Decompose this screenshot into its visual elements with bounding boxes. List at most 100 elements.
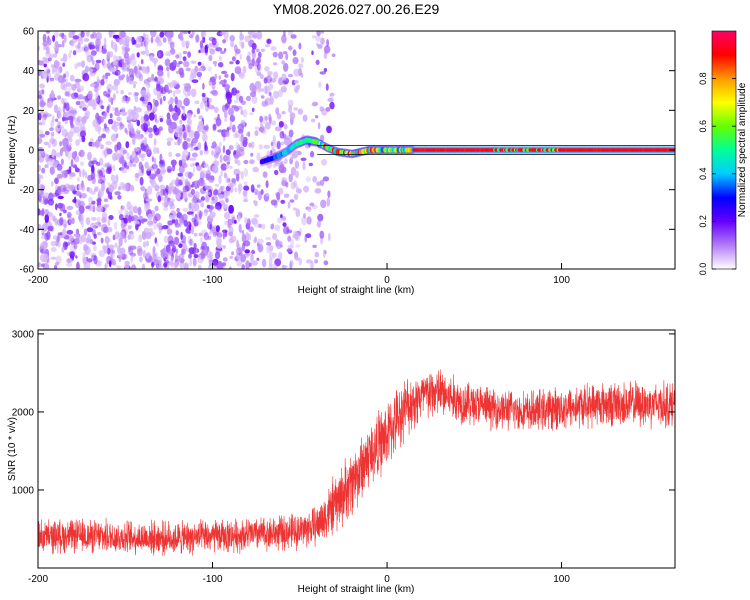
heatmap-noise-cell: [286, 139, 293, 147]
heatmap-noise-cell: [96, 204, 104, 213]
heatmap-noise-cell: [91, 241, 96, 245]
heatmap-noise-cell: [55, 261, 60, 266]
heatmap-noise-cell: [292, 207, 298, 211]
heatmap-noise-cell: [85, 217, 91, 226]
heatmap-noise-cell: [62, 137, 69, 147]
heatmap-noise-cell: [261, 258, 267, 268]
heatmap-noise-cell: [244, 181, 248, 186]
heatmap-noise-cell: [264, 66, 270, 72]
heatmap-noise-cell: [289, 112, 296, 120]
heatmap-noise-cell: [107, 165, 112, 174]
heatmap-noise-cell: [256, 152, 261, 162]
heatmap-noise-cell: [103, 198, 109, 203]
heatmap-noise-cell: [133, 205, 138, 214]
heatmap-noise-cell: [90, 33, 95, 39]
heatmap-noise-cell: [267, 71, 273, 76]
colorbar: 0.0 0.2 0.4 0.6 0.8 Normalized spectral ampl…: [698, 30, 748, 275]
heatmap-noise-cell: [120, 89, 124, 95]
heatmap-noise-cell: [253, 199, 256, 204]
heatmap-noise-cell: [184, 40, 191, 47]
heatmap-noise-cell: [59, 203, 66, 212]
heatmap-noise-cell: [252, 166, 259, 173]
heatmap-noise-cell: [74, 166, 79, 172]
heatmap-noise-cell: [312, 244, 317, 248]
heatmap-noise-cell: [283, 226, 290, 235]
heatmap-noise-cell: [270, 142, 274, 146]
heatmap-noise-cell: [185, 67, 191, 72]
heatmap-noise-cell: [175, 248, 179, 254]
heatmap-noise-cell: [107, 182, 111, 186]
heatmap-noise-cell: [209, 175, 215, 181]
heatmap-noise-cell: [41, 240, 48, 250]
heatmap-noise-cell: [302, 161, 306, 171]
heatmap-noise-cell: [146, 165, 151, 172]
heatmap-noise-cell: [134, 95, 139, 103]
heatmap-noise-cell: [91, 160, 98, 165]
heatmap-noise-cell: [182, 56, 187, 62]
heatmap-ytick-label: -40: [20, 225, 35, 236]
heatmap-noise-cell: [298, 42, 302, 50]
heatmap-noise-cell: [69, 49, 73, 54]
heatmap-noise-cell: [38, 121, 43, 126]
heatmap-noise-cell: [74, 199, 82, 209]
heatmap-noise-cell: [129, 184, 135, 192]
heatmap-noise-cell: [120, 31, 127, 38]
heatmap-noise-cell: [145, 146, 152, 154]
heatmap-noise-cell: [66, 229, 74, 235]
heatmap-noise-cell: [296, 185, 299, 193]
heatmap-noise-cell: [243, 240, 251, 247]
heatmap-noise-cell: [119, 121, 123, 127]
heatmap-noise-cell: [121, 95, 126, 104]
heatmap-noise-cell: [199, 210, 202, 220]
heatmap-noise-cell: [85, 205, 91, 210]
chart-title: YM08.2026.027.00.26.E29: [273, 1, 440, 17]
heatmap-noise-cell: [158, 126, 163, 132]
heatmap-noise-cell: [45, 113, 52, 117]
heatmap-noise-cell: [254, 190, 261, 195]
heatmap-noise-cell: [144, 189, 148, 195]
heatmap-noise-cell: [250, 255, 253, 263]
heatmap-noise-cell: [258, 126, 264, 132]
heatmap-noise-cell: [191, 225, 195, 235]
heatmap-noise-cell: [169, 182, 174, 190]
heatmap-noise-cell: [110, 248, 113, 258]
heatmap-noise-cell: [84, 246, 91, 255]
heatmap-noise-cell: [238, 223, 242, 233]
heatmap-noise-cell: [323, 249, 326, 259]
heatmap-noise-cell: [204, 100, 208, 107]
heatmap-noise-cell: [50, 180, 54, 187]
heatmap-noise-cell: [137, 248, 143, 257]
heatmap-noise-cell: [251, 249, 256, 255]
heatmap-noise-cell: [225, 149, 231, 156]
heatmap-noise-cell: [202, 36, 206, 44]
heatmap-noise-cell: [238, 95, 244, 103]
heatmap-noise-cell: [128, 111, 134, 121]
heatmap-noise-cell: [106, 247, 111, 255]
heatmap-noise-cell: [103, 112, 107, 120]
heatmap-noise-cell: [166, 31, 171, 40]
heatmap-noise-cell: [43, 63, 47, 68]
heatmap-noise-cell: [320, 37, 325, 45]
heatmap-noise-cell: [204, 183, 207, 187]
heatmap-noise-cell: [118, 75, 124, 81]
heatmap-noise-cell: [78, 94, 84, 100]
heatmap-noise-cell: [122, 205, 125, 209]
heatmap-noise-cell: [278, 77, 284, 86]
heatmap-noise-cell: [270, 223, 275, 230]
heatmap-noise-cell: [60, 158, 64, 166]
heatmap-noise-cell: [293, 80, 299, 84]
snr-series-line: [38, 369, 675, 557]
heatmap-noise-cell: [263, 85, 270, 94]
heatmap-noise-cell: [231, 177, 236, 183]
heatmap-noise-cell: [86, 227, 94, 233]
heatmap-noise-cell: [107, 218, 111, 227]
colorbar-tick-label: 0.4: [698, 168, 708, 181]
heatmap-noise-cell: [62, 228, 67, 237]
heatmap-noise-cell: [135, 43, 141, 48]
heatmap-noise-cell: [288, 104, 292, 114]
heatmap-noise-cell: [242, 140, 248, 148]
heatmap-noise-cell: [68, 216, 73, 224]
heatmap-noise-cell: [196, 180, 200, 189]
heatmap-noise-cell: [141, 263, 146, 269]
heatmap-noise-cell: [239, 39, 242, 47]
